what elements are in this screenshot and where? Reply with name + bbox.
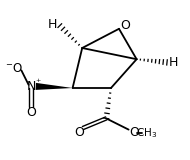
- Text: O: O: [26, 105, 36, 119]
- Text: H: H: [169, 56, 178, 69]
- Text: O: O: [120, 19, 130, 32]
- Text: $^+$: $^+$: [34, 78, 42, 87]
- Text: N: N: [27, 80, 36, 93]
- Polygon shape: [36, 83, 73, 90]
- Text: $^{-}$O: $^{-}$O: [5, 62, 23, 75]
- Text: O: O: [74, 126, 84, 139]
- Text: CH$_3$: CH$_3$: [136, 126, 158, 140]
- Text: O: O: [129, 126, 139, 139]
- Text: H: H: [48, 17, 57, 31]
